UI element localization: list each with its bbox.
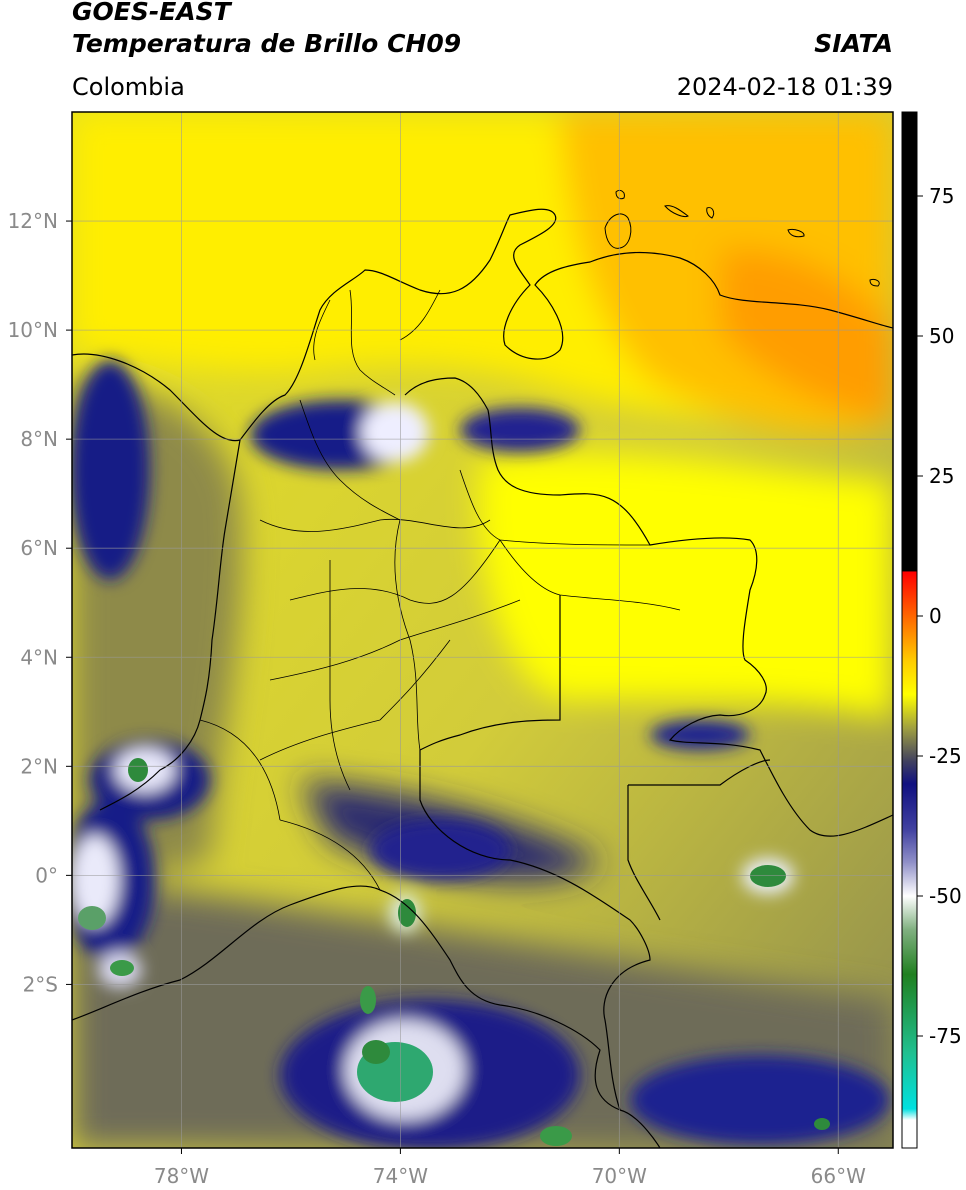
lon-tick-label: 74°W xyxy=(373,1164,428,1188)
colorbar-tick-label: -75 xyxy=(929,1024,962,1048)
coastline-islands xyxy=(604,189,880,287)
lon-tick-label: 70°W xyxy=(592,1164,647,1188)
lat-tick-label: 2°S xyxy=(23,972,58,996)
longitude-axis: 78°W 74°W 70°W 66°W xyxy=(154,1148,866,1188)
map-gridlines xyxy=(72,112,893,1148)
product-title: Temperatura de Brillo CH09 xyxy=(72,29,462,58)
lon-tick-label: 66°W xyxy=(811,1164,866,1188)
lat-tick-label: 8°N xyxy=(20,427,58,451)
colorbar-tick-label: -50 xyxy=(929,884,962,908)
colorbar-tick-label: 25 xyxy=(929,464,954,488)
lat-tick-label: 0° xyxy=(35,863,58,887)
lon-tick-label: 78°W xyxy=(154,1164,209,1188)
department-boundaries xyxy=(199,289,681,891)
region-label: Colombia xyxy=(72,73,185,101)
latitude-axis: 12°N 10°N 8°N 6°N 4°N 2°N 0° 2°S xyxy=(8,209,72,996)
lat-tick-label: 2°N xyxy=(20,754,58,778)
datetime-label: 2024-02-18 01:39 xyxy=(676,73,893,101)
brightness-temperature-field xyxy=(72,112,893,1148)
map-frame xyxy=(71,111,894,1149)
colorbar: 75 50 25 0 -25 -50 -75 xyxy=(901,111,962,1149)
lat-tick-label: 6°N xyxy=(20,536,58,560)
colorbar-tick-label: 0 xyxy=(929,604,942,628)
colorbar-tick-label: 50 xyxy=(929,324,954,348)
colorbar-tick-label: 75 xyxy=(929,184,954,208)
lat-tick-label: 10°N xyxy=(8,318,58,342)
lat-tick-label: 4°N xyxy=(20,645,58,669)
colorbar-tick-label: -25 xyxy=(929,744,962,768)
brand-label: SIATA xyxy=(814,29,893,58)
country-boundaries xyxy=(72,208,893,1148)
satellite-title: GOES-EAST xyxy=(72,0,231,26)
cold-cloud-tops xyxy=(78,758,830,1146)
lat-tick-label: 12°N xyxy=(8,209,58,233)
